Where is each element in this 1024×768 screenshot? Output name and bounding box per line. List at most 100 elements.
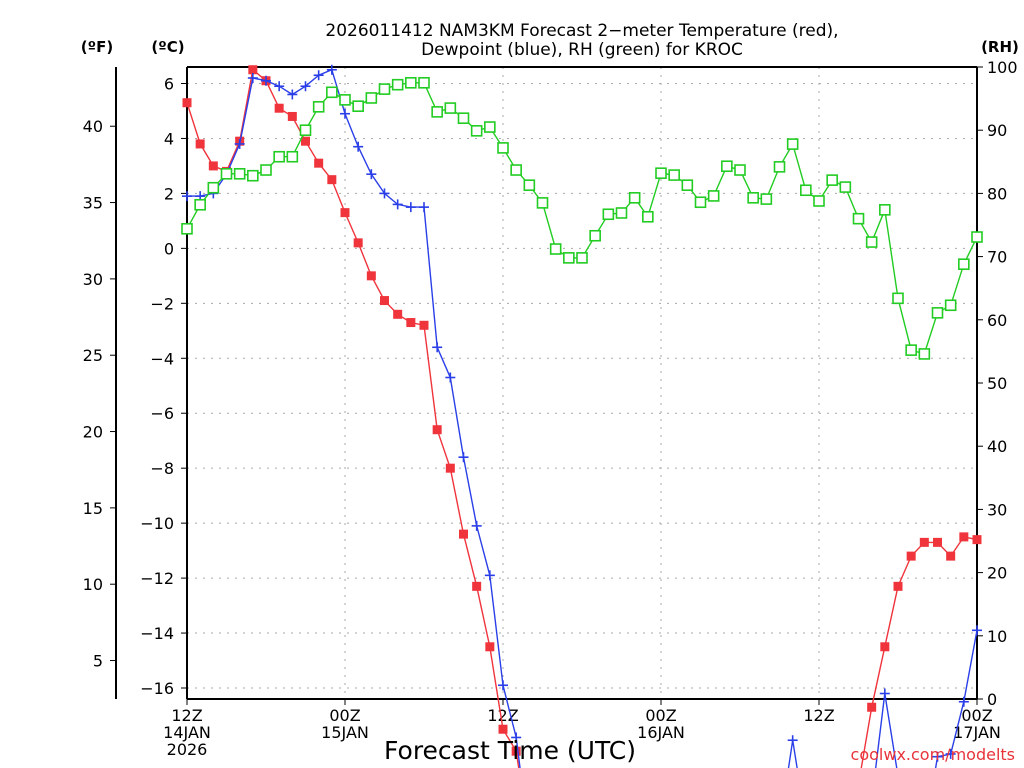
rh-point: [352, 100, 364, 112]
rh-point: [181, 222, 193, 235]
rh-tick-label: 30: [987, 500, 1007, 519]
celsius-tick-label: 4: [164, 129, 174, 148]
fahrenheit-tick-label: 20: [83, 423, 103, 442]
fahrenheit-tick-label: 5: [93, 652, 103, 671]
rh-point: [536, 197, 549, 209]
series-line-dewpoint: [187, 68, 978, 768]
fahrenheit-axis-unit: (ºF): [81, 38, 113, 56]
rh-point: [642, 210, 654, 223]
rh-point: [457, 112, 470, 124]
dewpoint-point: [498, 680, 508, 691]
dewpoint-point: [274, 81, 285, 92]
dewpoint-point: [182, 191, 192, 202]
rh-point: [589, 229, 601, 242]
temperature-point: [182, 98, 192, 108]
rh-point: [879, 204, 891, 216]
x-tick-label: 12Z: [803, 706, 834, 725]
celsius-tick-label: 6: [164, 74, 174, 93]
temperature-point: [972, 535, 982, 545]
temperature-point: [498, 724, 508, 734]
data-series: [181, 64, 983, 768]
rh-point: [576, 252, 588, 264]
dewpoint-point: [287, 89, 298, 100]
temperature-point: [419, 320, 429, 330]
rh-tick-label: 90: [987, 121, 1007, 140]
rh-point: [273, 150, 285, 163]
credit-text: coolwx.com/modelts: [851, 745, 1015, 764]
temperature-point: [432, 425, 442, 435]
temperature-point: [301, 136, 310, 146]
temperature-point: [459, 529, 468, 539]
rh-point: [628, 192, 641, 204]
temperature-point: [353, 238, 363, 248]
rh-point: [707, 190, 720, 202]
rh-point: [931, 307, 944, 319]
x-tick-label: 00Z: [961, 706, 992, 725]
dewpoint-point: [432, 342, 443, 353]
celsius-tick-label: 2: [164, 184, 174, 203]
axes: 6420−2−4−6−8−10−12−14−164035302520151051…: [83, 58, 1018, 759]
rh-point: [510, 164, 522, 176]
series-temperature: [182, 65, 982, 768]
rh-point: [549, 243, 562, 255]
rh-point: [694, 196, 707, 209]
temperature-point: [867, 702, 877, 712]
fahrenheit-tick-label: 30: [83, 270, 103, 289]
rh-point: [905, 344, 917, 356]
temperature-point: [906, 551, 916, 561]
rh-point: [484, 121, 496, 133]
fahrenheit-tick-label: 40: [83, 117, 103, 136]
rh-point: [312, 101, 325, 113]
celsius-tick-label: 0: [164, 239, 174, 258]
rh-axis-unit: (RH): [981, 38, 1019, 56]
x-tick-label: 12Z: [487, 706, 518, 725]
fahrenheit-tick-label: 10: [83, 575, 103, 594]
rh-tick-label: 80: [987, 184, 1007, 203]
x-axis-label: Forecast Time (UTC): [384, 736, 636, 765]
temperature-point: [933, 537, 942, 547]
rh-point: [326, 86, 338, 99]
celsius-tick-label: −12: [140, 569, 174, 588]
rh-point: [944, 299, 957, 312]
rh-point: [747, 192, 759, 204]
temperature-point: [340, 208, 350, 218]
rh-point: [220, 168, 233, 180]
series-line-temperature: [186, 68, 978, 768]
rh-tick-label: 20: [987, 564, 1007, 583]
temperature-point: [327, 175, 337, 185]
dewpoint-point: [511, 732, 522, 743]
temperature-point: [287, 111, 297, 121]
dewpoint-point: [945, 748, 956, 759]
rh-point: [299, 124, 312, 136]
rh-point: [365, 92, 378, 104]
dewpoint-point: [379, 188, 390, 199]
rh-point: [444, 102, 457, 114]
x-tick-label: 00Z: [329, 706, 360, 725]
rh-point: [378, 83, 391, 95]
dewpoint-point: [313, 70, 324, 81]
dewpoint-point: [879, 688, 890, 699]
dewpoint-point: [247, 72, 258, 83]
rh-point: [431, 106, 443, 118]
dewpoint-point: [458, 452, 469, 463]
celsius-tick-label: −16: [140, 679, 174, 698]
rh-point: [681, 179, 694, 191]
x-tick-label: 12Z: [171, 706, 202, 725]
rh-point: [760, 193, 773, 205]
rh-point: [286, 150, 299, 163]
temperature-point: [314, 158, 324, 168]
celsius-tick-label: −14: [140, 624, 174, 643]
temperature-point: [946, 551, 956, 561]
rh-tick-label: 100: [987, 58, 1018, 77]
temperature-point: [445, 463, 455, 473]
rh-tick-label: 70: [987, 248, 1007, 267]
rh-point: [247, 169, 259, 182]
rh-point: [470, 125, 483, 137]
dewpoint-point: [234, 138, 245, 149]
dewpoint-point: [484, 570, 495, 581]
dewpoint-point: [972, 625, 982, 636]
rh-point: [839, 181, 852, 193]
celsius-axis-unit: (ºC): [151, 38, 184, 56]
temperature-point: [485, 642, 495, 652]
